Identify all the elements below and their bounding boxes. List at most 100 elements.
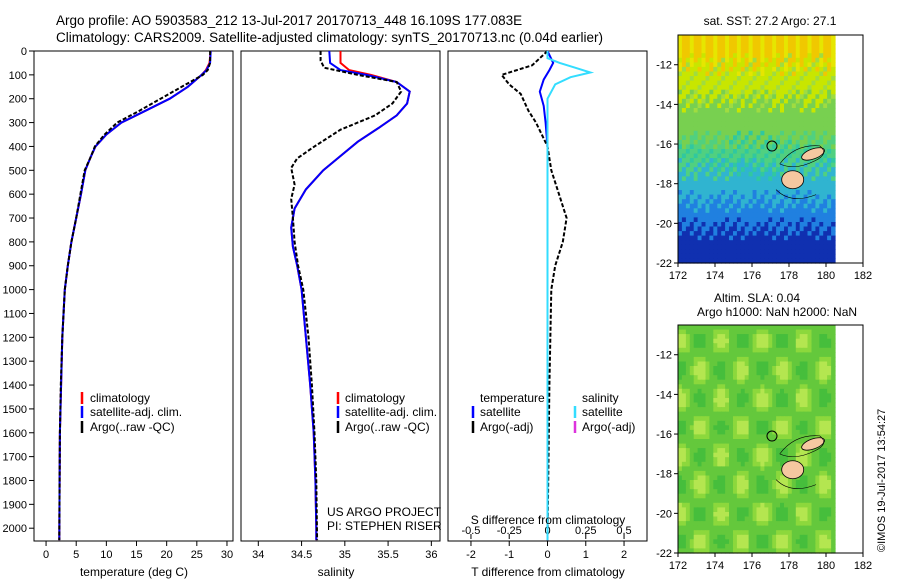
map-cell: [713, 194, 718, 200]
map-cell: [717, 66, 722, 73]
map-cell: [697, 212, 703, 218]
map-cell: [791, 338, 797, 344]
map-cell: [736, 249, 742, 255]
map-cell: [744, 35, 750, 41]
map-cell: [807, 194, 812, 200]
map-cell: [799, 231, 805, 237]
map-cell: [780, 457, 785, 463]
map-cell: [803, 498, 809, 504]
map-cell: [795, 507, 801, 513]
map-cell: [780, 85, 785, 91]
map-cell: [689, 158, 695, 164]
map-cell: [717, 480, 722, 486]
map-cell: [827, 393, 832, 399]
map-cell: [681, 121, 687, 127]
map-cell: [733, 235, 738, 241]
map-cell: [705, 512, 710, 518]
map-cell: [721, 338, 726, 344]
map-cell: [752, 379, 758, 385]
map-cell: [823, 190, 828, 196]
map-cell: [717, 407, 722, 413]
map-cell: [768, 393, 773, 399]
map-cell: [791, 71, 797, 77]
map-cell: [768, 226, 773, 232]
map-cell: [697, 44, 703, 50]
map-cell: [827, 226, 832, 232]
map-cell: [717, 470, 722, 477]
map-cell: [827, 108, 832, 114]
map-cell: [709, 158, 714, 164]
map-cell: [776, 57, 781, 63]
map-cell: [713, 66, 718, 73]
map-cell: [752, 203, 758, 209]
map-cell: [748, 44, 754, 50]
map-cell: [776, 539, 781, 545]
map-cell: [693, 66, 699, 73]
map-cell: [827, 57, 832, 63]
map-cell: [827, 530, 832, 536]
map-cell: [772, 71, 777, 77]
map-cell: [740, 222, 746, 228]
map-cell: [729, 402, 734, 408]
map-cell: [784, 498, 789, 504]
map-cell: [736, 498, 742, 504]
plot-title-line2: Climatology: CARS2009. Satellite-adjuste…: [56, 30, 604, 45]
map-cell: [748, 425, 754, 431]
map-cell: [689, 384, 695, 390]
map-cell: [764, 525, 769, 531]
map-cell: [733, 388, 738, 394]
map-cell: [760, 402, 765, 408]
map-cell: [807, 126, 812, 132]
map-cell: [740, 366, 746, 372]
map-cell: [776, 347, 781, 353]
map-cell: [713, 240, 718, 246]
map-cell: [815, 512, 820, 518]
map-cell: [721, 258, 726, 264]
map-cell: [768, 370, 773, 376]
map-cell: [787, 325, 793, 331]
map-cell: [721, 153, 726, 159]
map-cell: [780, 398, 785, 404]
map-cell: [768, 199, 773, 205]
map-cell: [689, 484, 695, 490]
map-cell: [807, 352, 812, 358]
map-cell: [678, 461, 683, 467]
salinity-tick-label: 35.5: [377, 549, 398, 561]
map-cell: [784, 44, 789, 50]
map-cell: [768, 117, 773, 123]
map-cell: [768, 258, 773, 264]
map-cell: [764, 448, 769, 454]
map-cell: [784, 249, 789, 255]
map-cell: [784, 153, 789, 159]
map-cell: [827, 411, 832, 417]
map-cell: [756, 402, 761, 408]
map-cell: [780, 167, 785, 173]
map-cell: [713, 507, 718, 513]
map-cell: [815, 208, 820, 214]
map-cell: [705, 484, 710, 490]
map-cell: [725, 44, 730, 50]
map-cell: [823, 212, 828, 218]
map-cell: [831, 338, 836, 344]
depth-tick-label: 200: [9, 94, 27, 106]
map-cell: [717, 203, 722, 209]
map-cell: [764, 194, 769, 200]
map-cell: [721, 180, 726, 187]
map-cell: [795, 388, 801, 394]
map-cell: [827, 539, 832, 545]
map-cell: [744, 475, 750, 481]
map-cell: [807, 521, 812, 527]
map-cell: [709, 543, 714, 550]
map-cell: [709, 44, 714, 50]
map-cell: [689, 452, 695, 458]
map-cell: [729, 370, 734, 376]
map-cell: [784, 356, 789, 363]
map-cell: [791, 217, 797, 223]
map-cell: [756, 443, 761, 449]
map-cell: [744, 393, 750, 399]
map-cell: [697, 80, 703, 86]
map-cell: [736, 398, 742, 404]
map-cell: [768, 121, 773, 127]
map-cell: [693, 452, 699, 458]
map-cell: [717, 249, 722, 255]
